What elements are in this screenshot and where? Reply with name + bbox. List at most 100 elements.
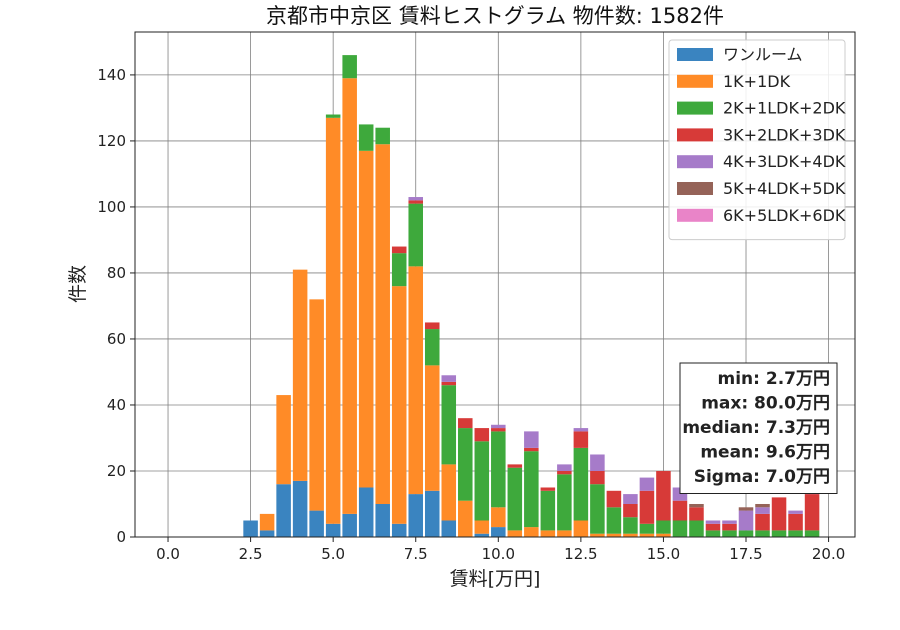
- histogram-bar-segment: [639, 477, 655, 491]
- histogram-bar-segment: [243, 520, 258, 537]
- histogram-bar-segment: [408, 203, 423, 267]
- y-tick-label: 100: [97, 198, 126, 216]
- histogram-bar-segment: [656, 470, 671, 521]
- histogram-bar-segment: [557, 464, 572, 471]
- x-tick-label: 5.0: [321, 545, 345, 563]
- histogram-bar-segment: [771, 530, 787, 537]
- histogram-bar-segment: [458, 500, 473, 537]
- legend-label: 4K+3LDK+4DK: [723, 152, 846, 171]
- histogram-bar-segment: [342, 55, 357, 79]
- histogram-bar-segment: [639, 490, 655, 524]
- y-tick-label: 40: [107, 396, 126, 414]
- histogram-bar-segment: [474, 520, 490, 534]
- x-tick-label: 20.0: [812, 545, 845, 563]
- histogram-bar-segment: [705, 530, 721, 537]
- histogram-bar-segment: [788, 513, 803, 531]
- histogram-bar-segment: [491, 527, 506, 537]
- x-axis-label: 賃料[万円]: [450, 568, 541, 590]
- histogram-bar-segment: [358, 124, 374, 151]
- stats-line: mean: 9.6万円: [700, 443, 830, 463]
- legend-label: ワンルーム: [723, 45, 803, 64]
- histogram-bar-segment: [259, 530, 275, 537]
- histogram-bar-segment: [804, 530, 820, 537]
- histogram-bar-segment: [557, 474, 572, 531]
- histogram-bar-segment: [590, 454, 605, 471]
- histogram-bar-segment: [557, 530, 572, 537]
- histogram-bar-segment: [722, 530, 737, 537]
- histogram-bar-segment: [391, 253, 407, 287]
- histogram-bar-segment: [623, 533, 638, 537]
- chart-title: 京都市中京区 賃料ヒストグラム 物件数: 1582件: [266, 4, 724, 28]
- histogram-bar-segment: [424, 365, 440, 491]
- histogram-bar-segment: [342, 513, 357, 537]
- histogram-bar-segment: [656, 533, 671, 537]
- legend-label: 3K+2LDK+3DK: [723, 125, 846, 144]
- histogram-bar-segment: [540, 530, 556, 537]
- histogram-bar-segment: [424, 322, 440, 330]
- histogram-bar-segment: [391, 523, 407, 537]
- y-tick-label: 60: [107, 330, 126, 348]
- histogram-bar-segment: [590, 484, 605, 534]
- histogram-bar-segment: [491, 428, 506, 432]
- histogram-bar-segment: [408, 197, 423, 201]
- x-tick-label: 7.5: [404, 545, 428, 563]
- y-tick-label: 140: [97, 66, 126, 84]
- legend-swatch: [677, 101, 713, 115]
- histogram-bar-segment: [573, 520, 589, 537]
- histogram-bar-segment: [408, 494, 423, 537]
- histogram-bar-segment: [458, 428, 473, 501]
- histogram-bar-segment: [474, 441, 490, 521]
- histogram-bar-segment: [474, 533, 490, 537]
- histogram-bar-segment: [375, 144, 390, 504]
- histogram-bar-segment: [491, 507, 506, 528]
- histogram-bar-segment: [358, 487, 374, 537]
- histogram-bar-segment: [375, 503, 390, 537]
- histogram-bar-segment: [424, 329, 440, 366]
- histogram-bar-segment: [524, 447, 539, 452]
- histogram-bar-segment: [325, 523, 341, 537]
- histogram-bar-segment: [309, 510, 324, 537]
- histogram-bar-segment: [441, 375, 457, 382]
- histogram-bar-segment: [342, 78, 357, 514]
- y-tick-label: 20: [107, 462, 126, 480]
- histogram-bar-segment: [540, 490, 556, 531]
- histogram-bar-segment: [755, 513, 770, 531]
- histogram-bar-segment: [458, 418, 473, 429]
- y-tick-label: 0: [116, 528, 126, 546]
- histogram-bar-segment: [606, 533, 622, 537]
- legend: ワンルーム 1K+1DK 2K+1LDK+2DK 3K+2LDK+3DK 4K+3LDK…: [668, 39, 846, 241]
- histogram-bar-segment: [623, 503, 638, 518]
- histogram-bar-segment: [259, 513, 275, 531]
- histogram-bar-segment: [524, 451, 539, 528]
- histogram-bar-segment: [573, 447, 589, 521]
- legend-swatch: [677, 182, 713, 195]
- histogram-bar-segment: [590, 470, 605, 485]
- histogram-bar-segment: [557, 470, 572, 475]
- histogram-bar-segment: [639, 523, 655, 534]
- x-tick-label: 17.5: [729, 545, 762, 563]
- histogram-bar-segment: [474, 428, 490, 442]
- histogram-bar-segment: [804, 494, 820, 531]
- histogram-bar-segment: [590, 533, 605, 537]
- histogram-bar-segment: [656, 520, 671, 534]
- histogram-bar-segment: [276, 484, 291, 537]
- histogram-bar-segment: [606, 490, 622, 508]
- histogram-bar-segment: [358, 150, 374, 488]
- histogram-bar-segment: [491, 424, 506, 429]
- histogram-bar-segment: [755, 530, 770, 537]
- histogram-bar-segment: [672, 520, 688, 537]
- y-axis-label: 件数: [67, 265, 89, 303]
- histogram-bar-segment: [573, 428, 589, 432]
- legend-swatch: [677, 128, 713, 142]
- histogram-bar-segment: [391, 286, 407, 524]
- histogram-bar-segment: [276, 395, 291, 485]
- histogram-bar-segment: [441, 385, 457, 465]
- histogram-bar-segment: [375, 127, 390, 145]
- histogram-bar-segment: [292, 480, 308, 537]
- stats-line: Sigma: 7.0万円: [694, 467, 830, 487]
- legend-label: 5K+4LDK+5DK: [723, 179, 846, 198]
- histogram-bar-segment: [738, 510, 754, 531]
- histogram-bar-segment: [755, 503, 770, 508]
- legend-label: 6K+5LDK+6DK: [723, 206, 846, 225]
